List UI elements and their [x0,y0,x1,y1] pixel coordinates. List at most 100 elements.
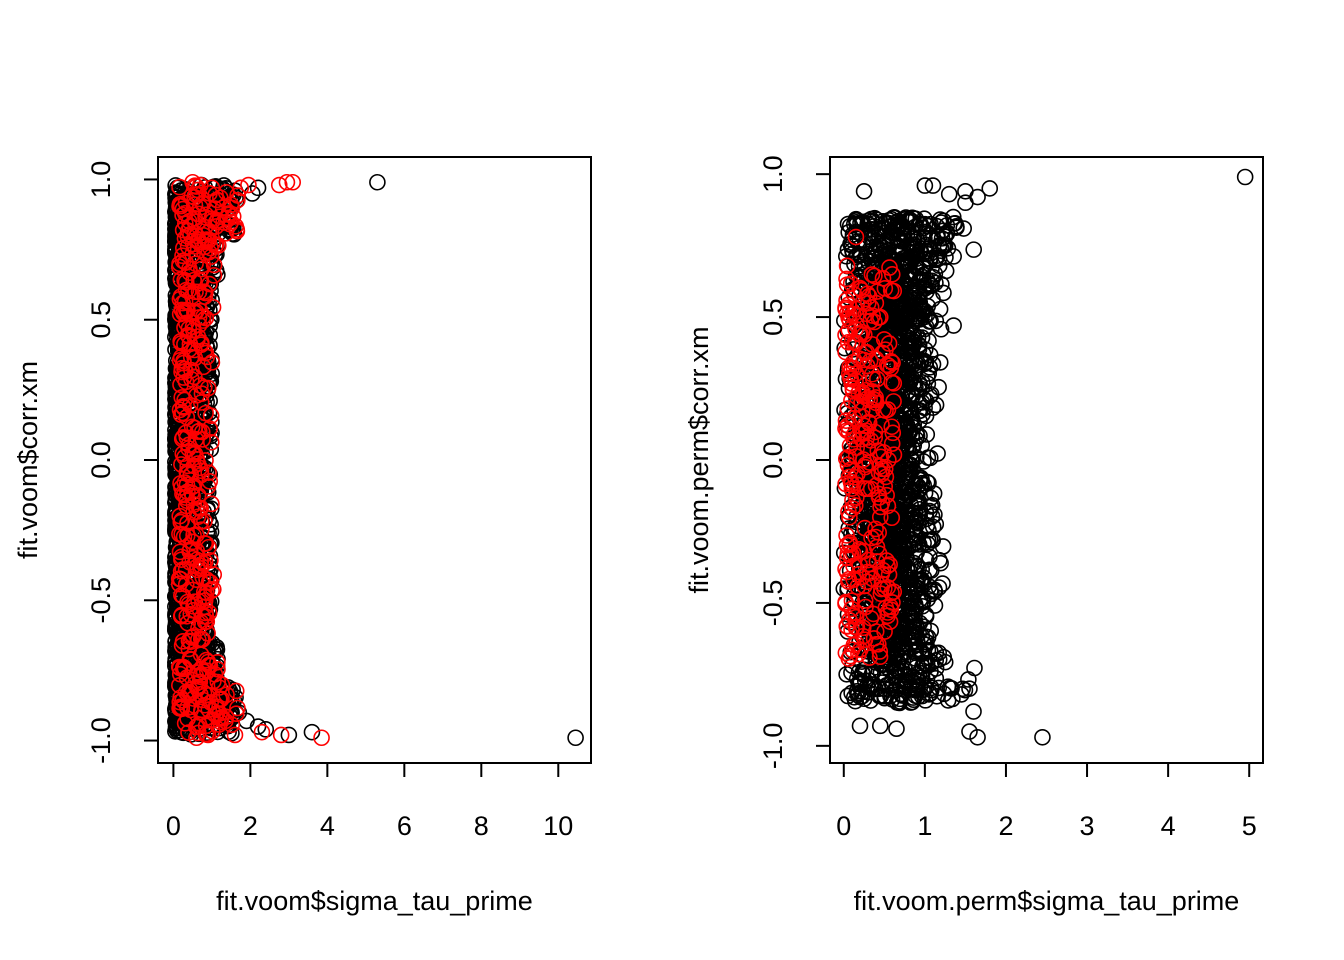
scatter-point [910,393,927,411]
scatter-point [917,551,935,568]
scatter-point [222,213,240,231]
scatter-point [175,399,192,416]
scatter-point [175,304,193,322]
scatter-point [178,669,196,686]
scatter-point [860,414,878,432]
y-tick-label: -0.5 [758,580,788,627]
scatter-point [167,503,184,521]
scatter-point [177,424,195,442]
scatter-point [199,653,217,671]
right-scatter-panel: 0 1 2 3 4 5 -1.0 -0.5 0.0 0.5 1.0 fit.voom.perm$sig… [684,155,1264,916]
y-tick-label: 1.0 [86,161,116,199]
x-tick-label: 8 [474,811,489,841]
scatter-point [199,232,217,250]
scatter-point [875,331,893,348]
scatter-point [936,228,954,246]
scatter-point [844,500,861,517]
scatter-point [177,314,195,332]
scatter-point [177,215,194,232]
scatter-point [904,324,921,341]
scatter-point [867,623,885,640]
scatter-point [852,672,870,690]
scatter-point [863,242,880,260]
scatter-point [937,262,955,280]
scatter-point [845,353,862,371]
scatter-point [182,606,200,623]
scatter-point [927,396,945,414]
scatter-point [197,725,215,743]
y-tick-label: 1.0 [758,155,788,193]
scatter-point [369,173,386,191]
scatter-point [848,476,866,494]
scatter-point [917,504,935,522]
scatter-point [203,354,221,371]
scatter-point [911,402,929,419]
scatter-point [881,645,899,662]
scatter-point [883,691,901,708]
scatter-point [884,424,902,442]
scatter-point [903,628,921,646]
scatter-point [897,249,915,266]
scatter-point [871,508,889,526]
scatter-point [177,373,195,391]
scatter-point [855,690,873,708]
scatter-point [184,478,202,495]
scatter-point [178,527,196,545]
scatter-point [213,709,230,726]
scatter-point [201,473,219,490]
scatter-point [280,726,298,744]
scatter-point [871,648,889,666]
scatter-point [848,489,865,506]
scatter-point [876,280,894,297]
scatter-point [910,505,927,523]
scatter-point [856,458,874,476]
scatter-point [966,659,983,677]
scatter-point [886,208,903,226]
scatter-point [850,645,867,663]
scatter-point [907,659,925,676]
scatter-point [884,594,901,611]
scatter-point [203,534,220,552]
scatter-point [856,519,874,537]
scatter-point [567,729,584,747]
scatter-point [930,679,948,697]
y-tick-label: 0.5 [86,301,116,339]
scatter-point [876,689,893,707]
scatter-point [180,724,197,741]
scatter-point [214,199,232,216]
scatter-point [195,555,212,573]
series-red [170,173,330,747]
series-black [835,168,1254,746]
scatter-point [181,335,199,353]
scatter-point [900,439,918,457]
scatter-point [195,283,213,300]
scatter-point [929,445,946,462]
scatter-point [199,379,217,397]
scatter-point [961,723,978,740]
scatter-point [270,176,288,194]
scatter-point [171,401,189,419]
scatter-point [870,464,888,481]
scatter-point [838,292,855,309]
scatter-point [903,450,921,468]
scatter-point [855,183,873,200]
scatter-point [253,723,271,741]
scatter-point [932,320,950,338]
scatter-point [859,294,877,312]
scatter-point [847,608,865,626]
scatter-point [890,419,907,437]
left-scatter-panel: 0 2 4 6 8 10 -1.0 -0.5 0.0 0.5 1.0 fit.voom$sigma_t… [13,156,592,916]
scatter-point [981,180,999,197]
scatter-point [867,477,885,494]
scatter-point [859,390,876,407]
scatter-point [863,336,881,353]
scatter-point [893,271,911,288]
scatter-point [899,468,916,485]
scatter-point [856,480,874,497]
y-tick-label: -1.0 [86,717,116,764]
scatter-point [859,551,877,569]
scatter-point [885,374,903,392]
scatter-point [171,699,188,717]
scatter-point [896,484,913,502]
